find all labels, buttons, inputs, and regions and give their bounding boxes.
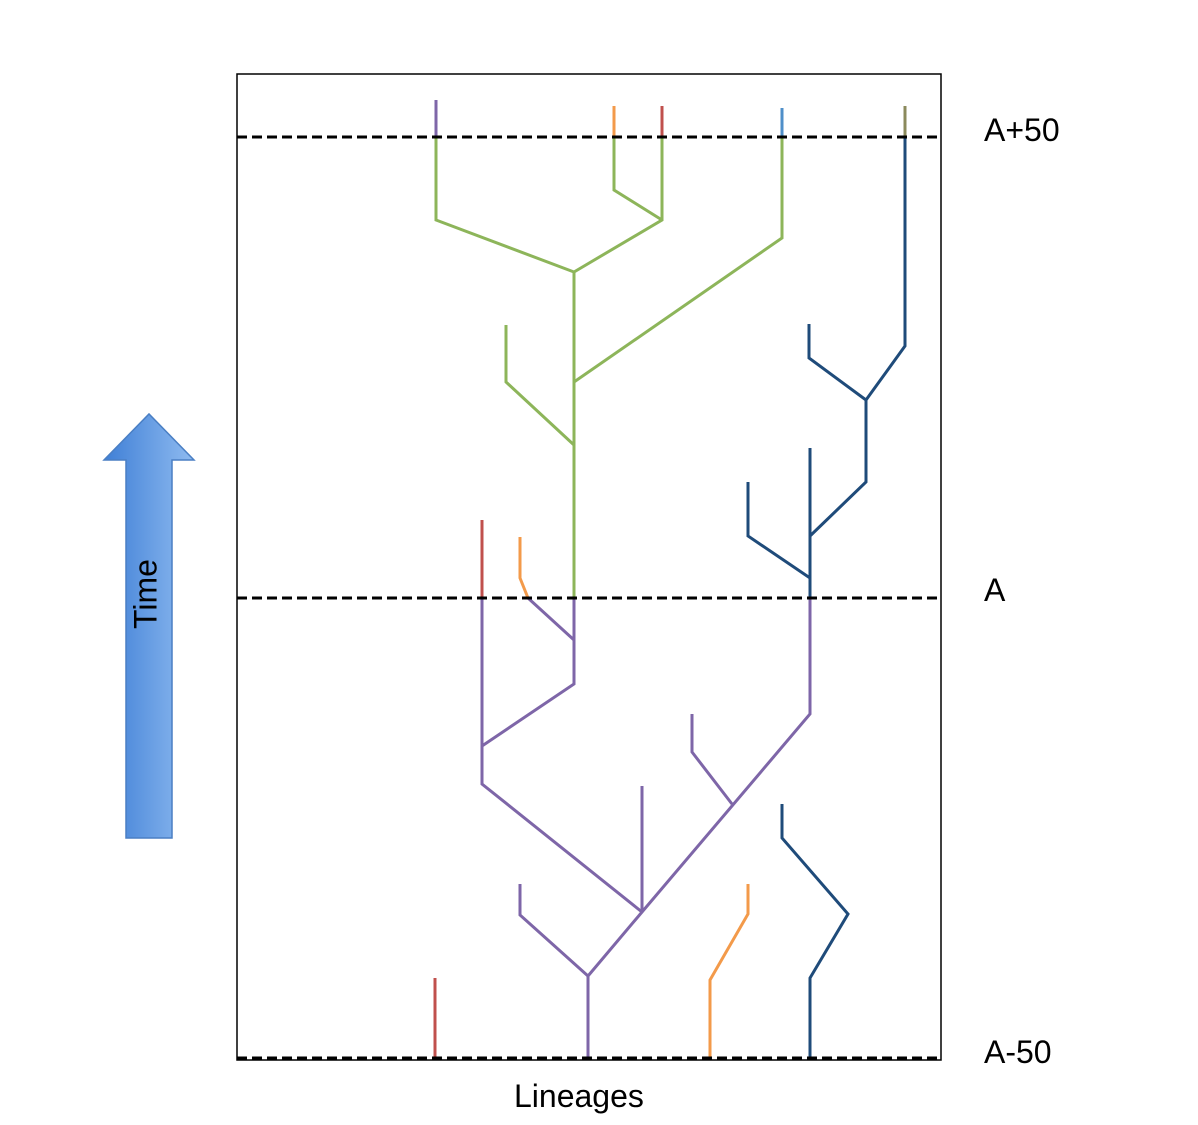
purple-main [586,598,812,977]
navy-clade-upper [746,138,907,598]
time-label-mid: A [984,572,1006,608]
purple-clade [480,596,812,1058]
green-left-branch [434,138,575,274]
navy-upper-twig [807,324,867,402]
time-arrow-label: Time [127,559,164,629]
green-clade [434,138,784,598]
purple-cross-twig [526,596,576,642]
green-mid-branch [573,138,664,274]
purple-inner-branch [481,598,576,748]
lineage-tree [433,100,907,1058]
purple-left-branch [480,598,643,914]
time-label-top: A+50 [984,112,1060,148]
purple-right-twig [690,714,734,805]
navy-right-branch [808,138,907,538]
navy-lineage-bottom [780,804,850,1058]
green-sub-branch [612,138,663,222]
green-right-branch [573,138,784,384]
plot-frame [236,73,942,1061]
navy-left-twig [746,482,811,580]
time-lines [237,135,941,1060]
purple-left-twig [518,884,590,978]
orange-lineage-mid [518,537,530,599]
time-arrow-icon [102,412,196,839]
orange-lineage-bottom [708,884,750,1058]
green-left-twig [504,325,576,447]
x-axis-label: Lineages [514,1078,644,1114]
time-label-bottom: A-50 [984,1034,1052,1070]
